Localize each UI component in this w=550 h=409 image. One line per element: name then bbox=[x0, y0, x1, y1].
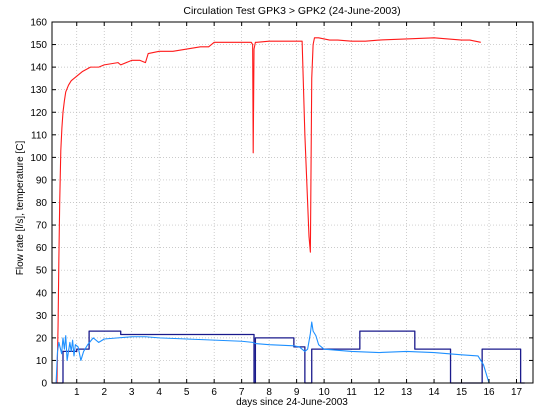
y-tick-label: 130 bbox=[30, 85, 47, 96]
y-tick-label: 50 bbox=[36, 266, 48, 277]
y-tick-label: 120 bbox=[30, 108, 47, 119]
y-tick-label: 10 bbox=[36, 356, 48, 367]
x-tick-label: 4 bbox=[156, 387, 162, 398]
y-tick-label: 160 bbox=[30, 18, 47, 29]
y-tick-label: 90 bbox=[36, 175, 48, 186]
x-tick-label: 1 bbox=[74, 387, 80, 398]
x-tick-label: 7 bbox=[239, 387, 245, 398]
temperature-line bbox=[52, 37, 481, 384]
x-tick-label: 16 bbox=[483, 387, 495, 398]
x-tick-label: 10 bbox=[319, 387, 331, 398]
x-tick-label: 9 bbox=[294, 387, 300, 398]
y-tick-label: 100 bbox=[30, 153, 47, 164]
y-tick-label: 30 bbox=[36, 311, 48, 322]
y-tick-label: 80 bbox=[36, 198, 48, 209]
x-tick-label: 5 bbox=[184, 387, 190, 398]
y-tick-label: 0 bbox=[41, 379, 47, 390]
x-tick-label: 8 bbox=[266, 387, 272, 398]
x-axis: 1 2 3 4 5 6 7 8 9 10 11 12 13 14 15 16 17 bbox=[74, 22, 523, 398]
y-tick-label: 20 bbox=[36, 333, 48, 344]
y-axis-label: Flow rate [l/s], temperature [C] bbox=[15, 141, 26, 276]
y-axis: 0 10 20 30 40 50 60 70 80 90 100 110 120 130 140 150 160 bbox=[30, 18, 533, 390]
x-tick-label: 11 bbox=[346, 387, 357, 398]
chart-title: Circulation Test GPK3 > GPK2 (24-June-20… bbox=[183, 5, 400, 17]
flow-measured-line bbox=[55, 321, 517, 384]
x-tick-label: 17 bbox=[511, 387, 523, 398]
y-tick-label: 140 bbox=[30, 63, 47, 74]
y-tick-label: 40 bbox=[36, 288, 48, 299]
x-tick-label: 3 bbox=[129, 387, 135, 398]
y-tick-label: 70 bbox=[36, 221, 48, 232]
y-tick-label: 60 bbox=[36, 243, 48, 254]
x-tick-label: 15 bbox=[456, 387, 468, 398]
x-tick-label: 12 bbox=[374, 387, 386, 398]
grid bbox=[52, 21, 533, 384]
y-tick-label: 110 bbox=[31, 130, 47, 141]
x-tick-label: 2 bbox=[101, 387, 107, 398]
x-tick-label: 6 bbox=[211, 387, 217, 398]
x-tick-label: 14 bbox=[428, 387, 440, 398]
x-tick-label: 13 bbox=[401, 387, 413, 398]
y-tick-label: 150 bbox=[30, 40, 47, 51]
x-axis-label: days since 24-June-2003 bbox=[236, 397, 348, 408]
